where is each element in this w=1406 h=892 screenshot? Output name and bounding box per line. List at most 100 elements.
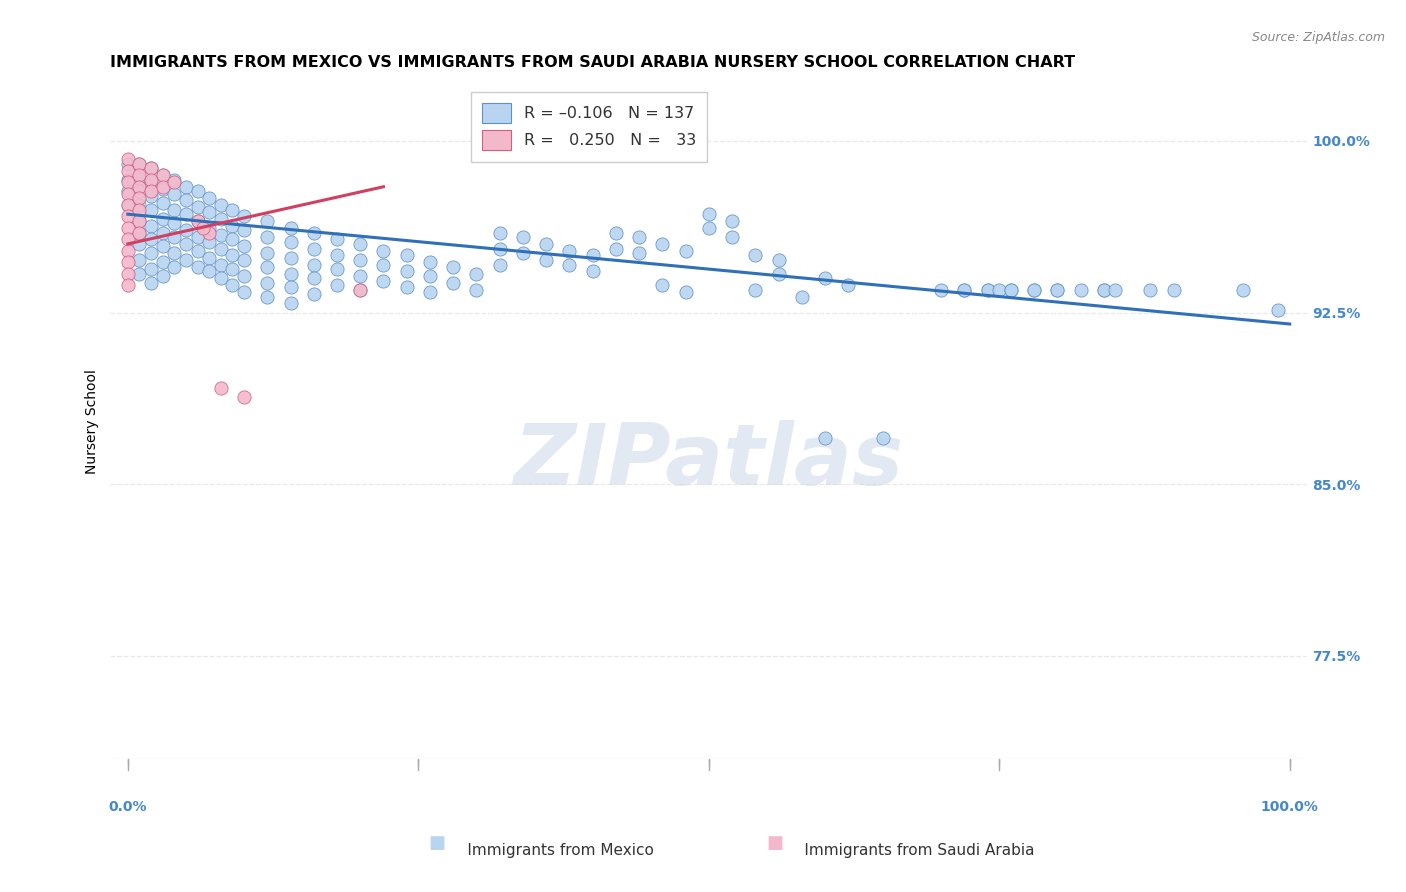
Point (198, 205, 221, 219)
Point (675, 285, 697, 299)
Point (187, 260, 209, 274)
Point (1000, 283, 1022, 297)
Legend: R = –0.106   N = 137, R =   0.250   N =   33: R = –0.106 N = 137, R = 0.250 N = 33 (471, 92, 707, 161)
Point (187, 214, 209, 228)
Point (768, 252, 790, 267)
Text: 100.0%: 100.0% (1261, 800, 1319, 814)
Point (198, 264, 221, 278)
Point (139, 189, 162, 203)
Point (163, 186, 186, 201)
Point (233, 252, 256, 267)
Point (465, 267, 488, 281)
Text: Source: ZipAtlas.com: Source: ZipAtlas.com (1251, 31, 1385, 45)
Point (280, 296, 302, 310)
Point (1092, 283, 1115, 297)
Point (117, 175, 139, 189)
Point (675, 244, 697, 258)
Point (198, 235, 221, 249)
Point (163, 175, 186, 189)
Point (814, 271, 837, 285)
Point (128, 170, 150, 185)
Point (117, 173, 139, 187)
Point (744, 283, 766, 297)
Point (419, 285, 441, 299)
Point (302, 258, 325, 272)
Point (349, 283, 371, 297)
Point (302, 242, 325, 256)
Text: ■: ■ (766, 834, 783, 852)
Point (233, 210, 256, 224)
Text: ZIPatlas: ZIPatlas (513, 420, 904, 503)
Point (209, 381, 232, 395)
Point (280, 221, 302, 235)
Point (302, 287, 325, 301)
Point (117, 278, 139, 293)
Point (349, 236, 371, 251)
Point (628, 246, 651, 260)
Point (117, 153, 139, 167)
Point (1139, 283, 1161, 297)
Point (628, 230, 651, 244)
Point (534, 252, 557, 267)
Point (233, 285, 256, 299)
Text: Immigrants from Mexico: Immigrants from Mexico (443, 843, 654, 858)
Point (605, 226, 627, 240)
Point (373, 258, 395, 272)
Point (117, 267, 139, 281)
Point (988, 283, 1011, 297)
Point (326, 278, 349, 293)
Point (163, 216, 186, 230)
Point (163, 260, 186, 274)
Point (117, 163, 139, 178)
Point (187, 214, 209, 228)
Point (152, 182, 174, 196)
Point (1000, 283, 1022, 297)
Point (256, 214, 278, 228)
Point (256, 260, 278, 274)
Point (256, 289, 278, 303)
Point (209, 271, 232, 285)
Point (152, 195, 174, 210)
Text: IMMIGRANTS FROM MEXICO VS IMMIGRANTS FROM SAUDI ARABIA NURSERY SCHOOL CORRELATIO: IMMIGRANTS FROM MEXICO VS IMMIGRANTS FRO… (111, 55, 1076, 70)
Point (128, 226, 150, 240)
Point (117, 198, 139, 212)
Point (1046, 283, 1069, 297)
Point (441, 260, 464, 274)
Point (117, 210, 139, 224)
Point (1046, 283, 1069, 297)
Point (152, 169, 174, 183)
Point (117, 198, 139, 212)
Point (349, 268, 371, 283)
Point (139, 262, 162, 277)
Point (152, 268, 174, 283)
Point (139, 161, 162, 176)
Point (209, 227, 232, 242)
Point (280, 251, 302, 265)
Point (976, 283, 998, 297)
Point (128, 169, 150, 183)
Point (163, 173, 186, 187)
Point (1104, 283, 1126, 297)
Point (152, 169, 174, 183)
Point (280, 280, 302, 294)
Point (128, 236, 150, 251)
Point (1092, 283, 1115, 297)
Point (221, 232, 243, 246)
Point (128, 191, 150, 205)
Point (139, 246, 162, 260)
Point (558, 244, 581, 258)
Point (163, 202, 186, 217)
Point (1024, 283, 1046, 297)
Point (302, 226, 325, 240)
Point (117, 184, 139, 198)
Point (697, 207, 720, 221)
Point (152, 211, 174, 226)
Point (139, 276, 162, 290)
Point (209, 198, 232, 212)
Point (256, 246, 278, 260)
Point (233, 268, 256, 283)
Point (1232, 283, 1254, 297)
Point (128, 226, 150, 240)
Point (419, 268, 441, 283)
Point (326, 232, 349, 246)
